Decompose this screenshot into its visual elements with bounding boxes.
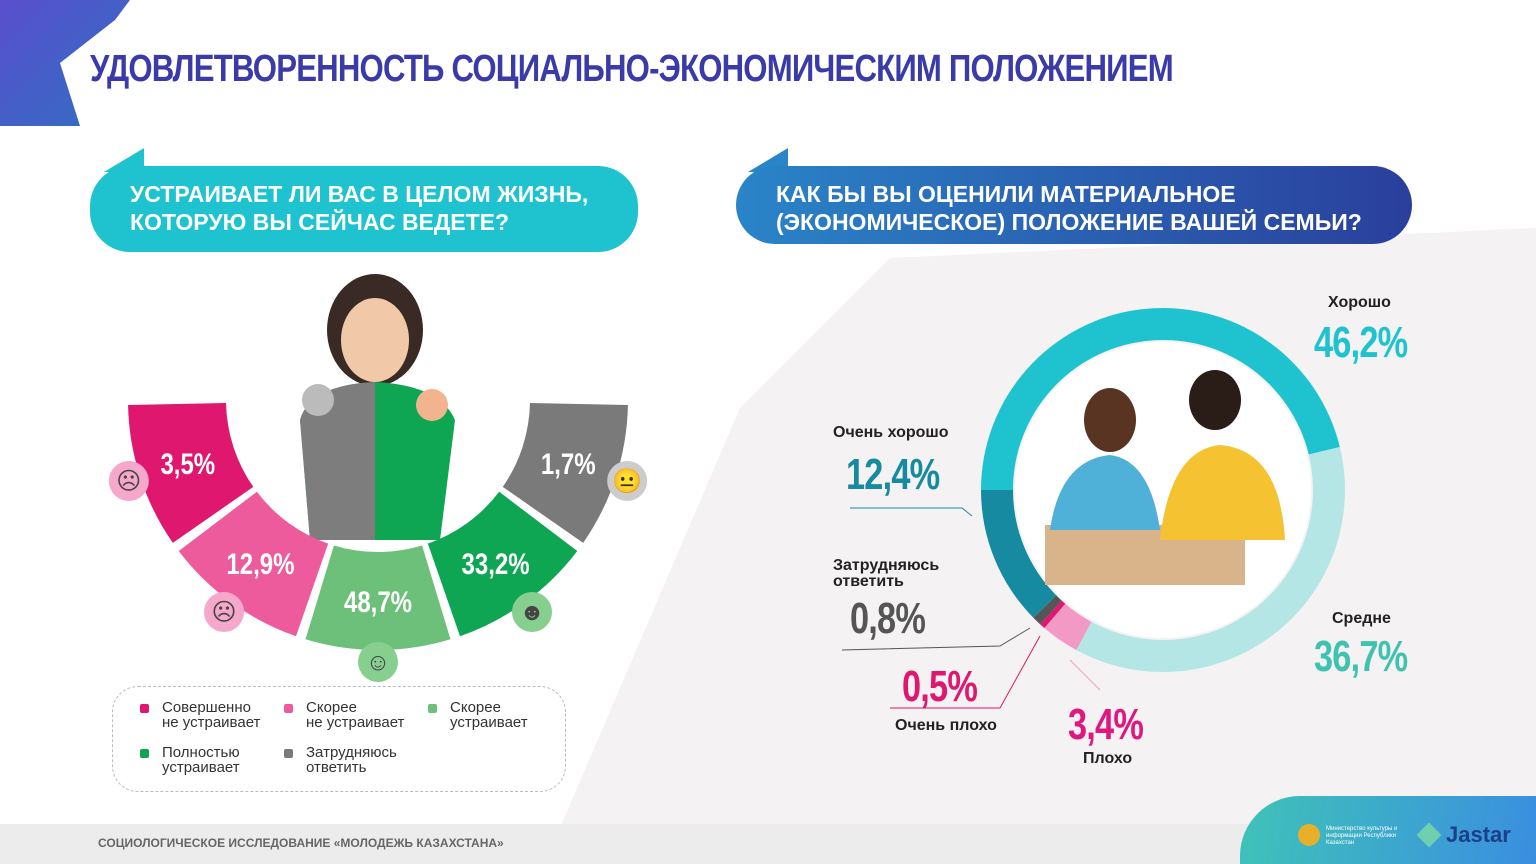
page-title: УДОВЛЕТВОРЕННОСТЬ СОЦИАЛЬНО-ЭКОНОМИЧЕСКИ…	[90, 48, 1174, 90]
donut-slice-5	[981, 490, 1057, 618]
face-glyph: 😐	[612, 468, 642, 495]
jastar-logo: Jastar	[1446, 822, 1511, 847]
segment-bar	[427, 491, 578, 637]
value-bad: 3,4%	[1068, 700, 1144, 749]
value-average: 36,7%	[1314, 632, 1408, 681]
value-hard-to-say: 0,8%	[850, 594, 926, 643]
satisfaction-chart: 3,5% ☹ 12,9% ☹ 48,7% ☺ 33,2% ☻ 1,7% 😐	[108, 274, 648, 682]
label-very-good: Очень хорошо	[833, 424, 949, 441]
label-good: Хорошо	[1328, 294, 1391, 311]
kazakhstan-emblem-icon	[1298, 824, 1320, 846]
segment-value-label: 3,5%	[160, 446, 215, 480]
segment-bar	[128, 403, 254, 543]
segment-value-label: 48,7%	[344, 584, 412, 618]
sad-face-icon	[108, 460, 149, 501]
segment-value-label: 1,7%	[541, 446, 596, 480]
donut-slice-0	[981, 307, 1340, 490]
legend-item: Совершенно не устраивает	[140, 700, 260, 730]
segment-1: 12,9% ☹	[178, 491, 329, 637]
legend-item: Скорее устраивает	[428, 700, 528, 730]
smile-face-icon	[358, 642, 398, 682]
segment-4: 1,7% 😐	[502, 403, 648, 543]
face-glyph: ☹	[211, 599, 236, 626]
segment-bar	[502, 403, 628, 543]
legend	[112, 686, 566, 792]
person-illustration	[300, 274, 455, 540]
donut-slice-4	[1033, 595, 1062, 625]
grin-face-icon	[511, 591, 552, 632]
legend-swatch	[428, 704, 437, 713]
legend-swatch	[284, 704, 293, 713]
label-hard-to-say: Затрудняюсь ответить	[833, 557, 940, 590]
legend-swatch	[140, 704, 149, 713]
footer-text: СОЦИОЛОГИЧЕСКОЕ ИССЛЕДОВАНИЕ «МОЛОДЕЖЬ К…	[98, 836, 504, 850]
donut-slice-2	[1044, 603, 1092, 651]
frown-face-icon	[204, 591, 245, 632]
face-glyph: ☺	[366, 649, 391, 676]
segment-bar	[305, 545, 451, 650]
value-very-good: 12,4%	[846, 450, 940, 499]
segment-bar	[178, 491, 329, 637]
legend-item: Затрудняюсь ответить	[284, 745, 397, 775]
segment-2: 48,7% ☺	[305, 545, 451, 682]
question-1-bubble: УСТРАИВАЕТ ЛИ ВАС В ЦЕЛОМ ЖИЗНЬ, КОТОРУЮ…	[90, 166, 638, 252]
label-bad: Плохо	[1083, 750, 1133, 767]
segment-3: 33,2% ☻	[427, 491, 578, 637]
legend-item: Скорее не устраивает	[284, 700, 404, 730]
legend-swatch	[140, 749, 149, 758]
face-glyph: ☹	[116, 468, 141, 495]
value-good: 46,2%	[1314, 318, 1408, 367]
logos-area	[1240, 796, 1536, 864]
donut-slice-3	[1040, 600, 1066, 629]
ministry-logo-text: Министерство культуры и информации Респу…	[1326, 826, 1398, 846]
segment-value-label: 12,9%	[226, 546, 294, 580]
face-glyph: ☻	[519, 599, 544, 626]
label-average: Средне	[1332, 610, 1391, 627]
value-very-bad: 0,5%	[902, 662, 978, 711]
legend-swatch	[284, 749, 293, 758]
label-very-bad: Очень плохо	[895, 717, 997, 734]
question-2-bubble: КАК БЫ ВЫ ОЦЕНИЛИ МАТЕРИАЛЬНОЕ (ЭКОНОМИЧ…	[736, 166, 1412, 244]
segment-value-label: 33,2%	[462, 546, 530, 580]
legend-item: Полностью устраивает	[140, 745, 240, 775]
segment-0: 3,5% ☹	[108, 403, 254, 543]
couple-illustration	[1045, 370, 1285, 585]
donut-slice-1	[1076, 446, 1345, 672]
neutral-face-icon	[607, 460, 648, 501]
